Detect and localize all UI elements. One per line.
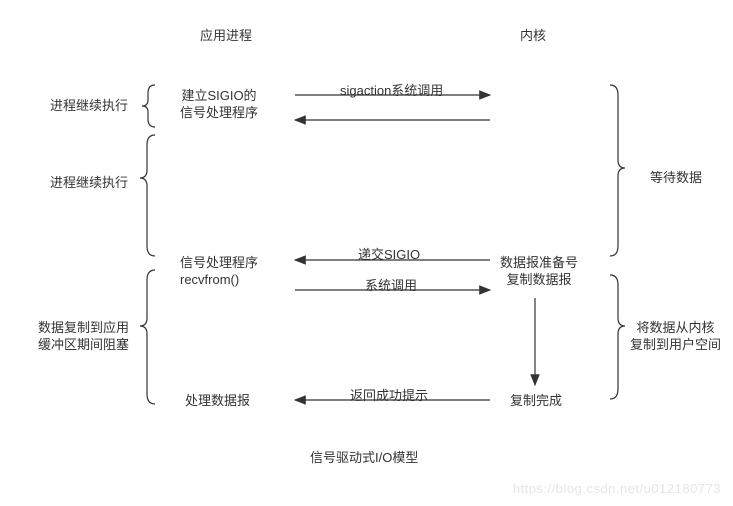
diagram-svg <box>0 0 733 506</box>
